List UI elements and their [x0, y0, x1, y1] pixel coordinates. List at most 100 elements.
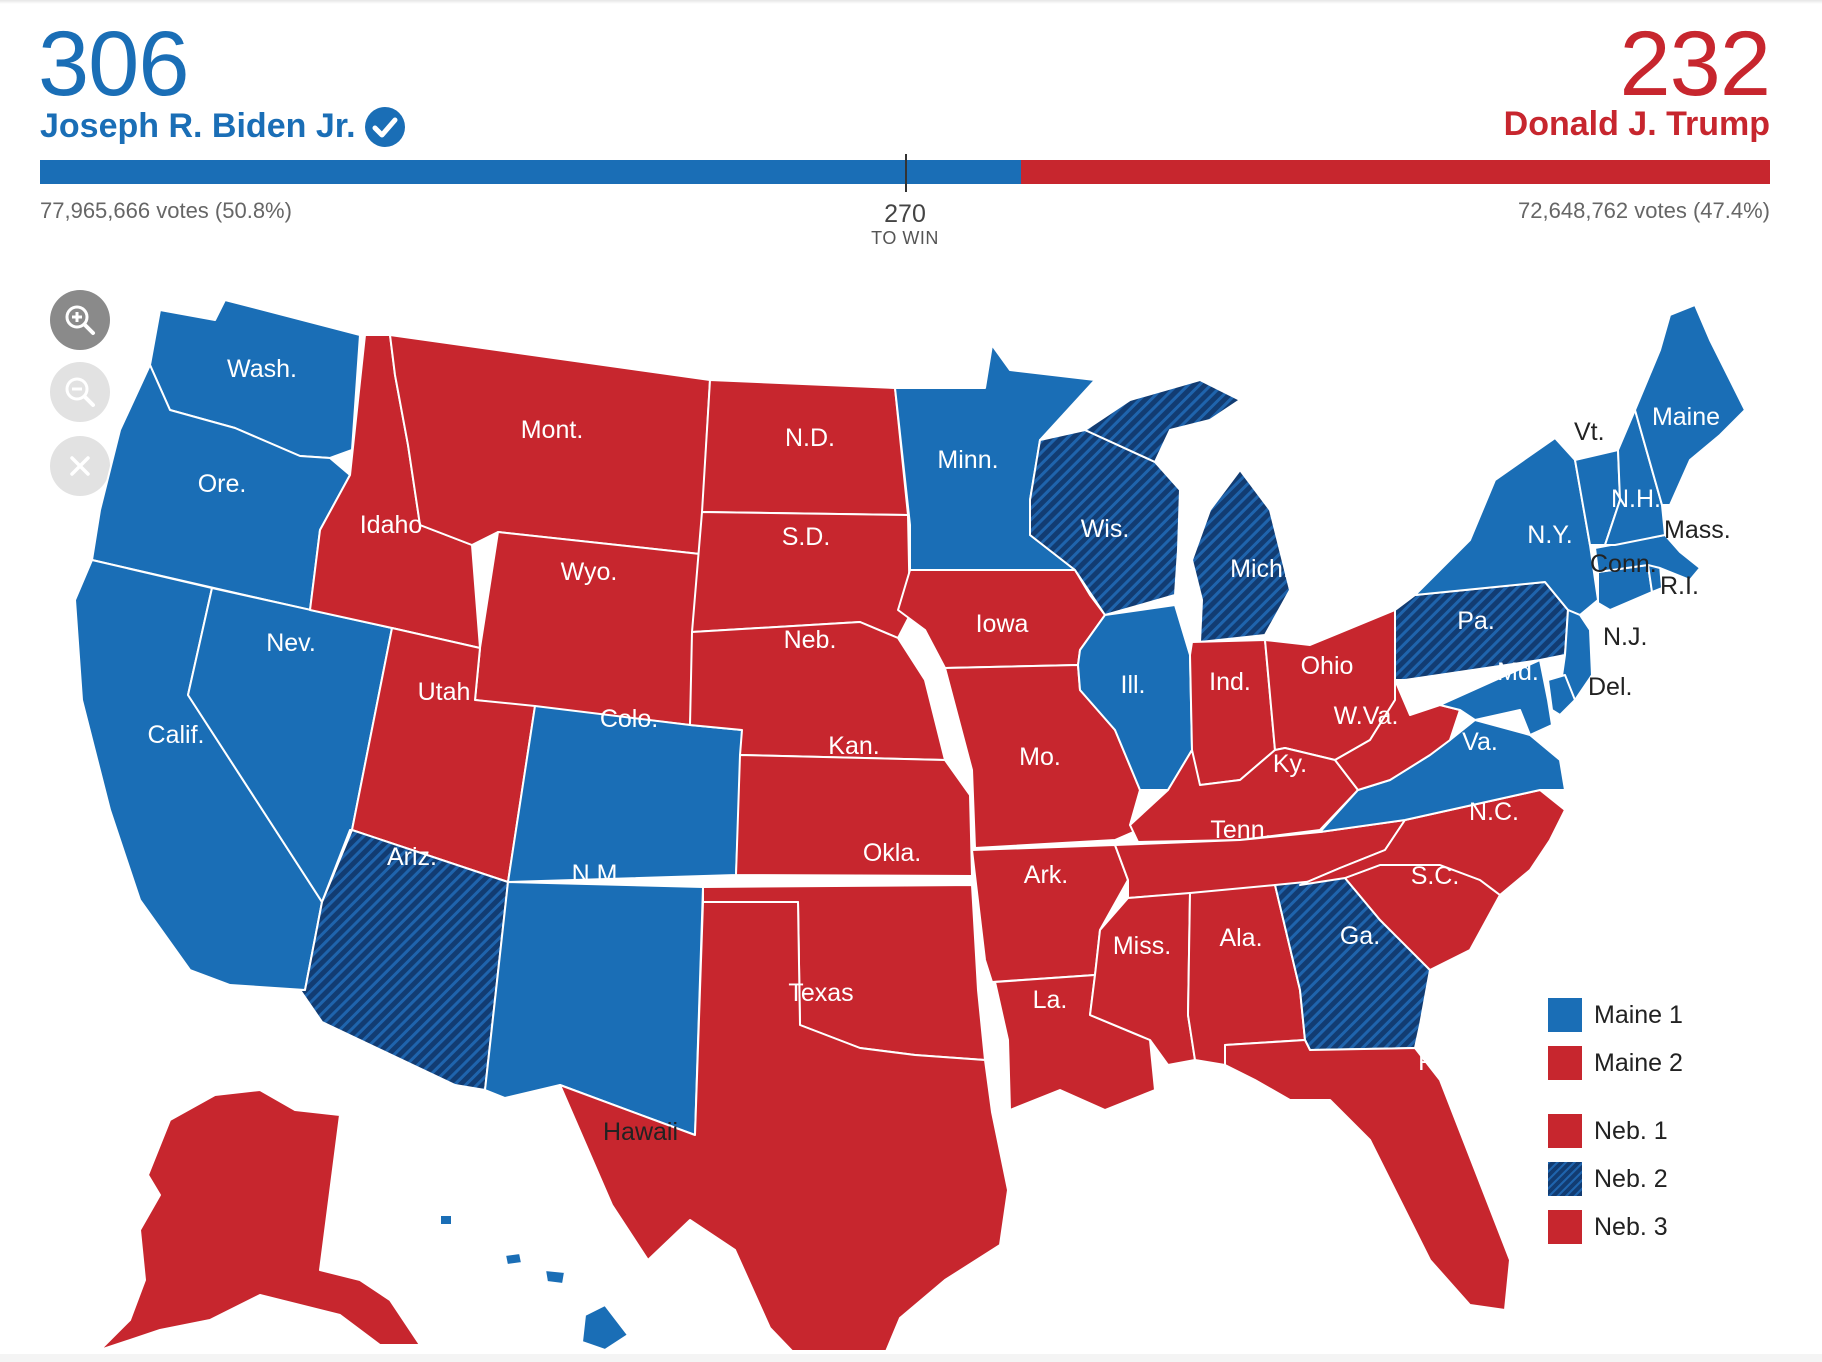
state-label-la: La.: [1033, 986, 1068, 1014]
rep-popular-votes: 72,648,762 votes (47.4%): [1518, 198, 1770, 223]
to-win-marker: [905, 154, 907, 192]
state-label-nj: N.J.: [1603, 623, 1647, 651]
state-label-nd: N.D.: [785, 424, 835, 452]
state-label-ne: Neb.: [784, 626, 837, 654]
state-label-id: Idaho: [360, 511, 423, 539]
legend-label: Neb. 1: [1594, 1116, 1668, 1145]
state-label-ky: Ky.: [1273, 750, 1307, 778]
state-label-sc: S.C.: [1411, 862, 1460, 890]
state-label-or: Ore.: [198, 470, 247, 498]
state-label-ut: Utah: [418, 678, 471, 706]
rep-candidate-name: Donald J. Trump: [1503, 105, 1770, 143]
state-label-md: Md.: [1497, 658, 1539, 686]
state-label-ia: Iowa: [976, 610, 1029, 638]
state-label-va: Va.: [1462, 728, 1498, 756]
state-label-al: Ala.: [1219, 924, 1262, 952]
state-label-mt: Mont.: [521, 416, 584, 444]
to-win-label: TO WIN: [871, 228, 939, 248]
state-label-mn: Minn.: [937, 446, 998, 474]
zoom-in-icon: [65, 305, 95, 335]
winner-check-icon: [364, 107, 405, 147]
state-label-tn: Tenn.: [1210, 816, 1271, 844]
state-label-az: Ariz.: [387, 843, 437, 871]
state-label-il: Ill.: [1121, 671, 1146, 699]
state-ks[interactable]: [735, 754, 973, 877]
state-label-ga: Ga.: [1340, 922, 1380, 950]
state-label-sd: S.D.: [782, 523, 831, 551]
state-label-hi: Hawaii: [603, 1118, 678, 1146]
legend-item-neb-1: Neb. 1: [1548, 1114, 1668, 1148]
state-label-tx: Texas: [788, 979, 853, 1007]
legend-label: Maine 1: [1594, 1000, 1683, 1029]
dem-electoral-votes: 306: [38, 13, 189, 115]
zoom-out-icon: [65, 377, 95, 407]
legend-label: Neb. 2: [1594, 1164, 1668, 1193]
state-label-me: Maine: [1652, 403, 1720, 431]
state-label-ma: Mass.: [1664, 516, 1731, 544]
state-label-nv: Nev.: [266, 629, 316, 657]
state-ak[interactable]: [99, 1089, 421, 1350]
state-label-mi: Mich.: [1230, 555, 1290, 583]
dem-candidate: Joseph R. Biden Jr.: [40, 106, 406, 148]
zoom-in-button[interactable]: [50, 290, 110, 350]
state-label-oh: Ohio: [1301, 652, 1354, 680]
state-label-ct: Conn.: [1590, 550, 1657, 578]
state-il[interactable]: [1077, 604, 1193, 791]
state-tx[interactable]: [559, 901, 1009, 1350]
close-icon: [70, 456, 90, 476]
rep-electoral-votes: 232: [1619, 13, 1771, 115]
top-shadow: [0, 0, 1822, 4]
state-label-wa: Wash.: [227, 355, 297, 383]
legend-item-neb-3: Neb. 3: [1548, 1210, 1668, 1244]
us-electoral-map: Wash. Ore. Calif. Nev. Idaho Mont. Wyo. Utah Col…: [74, 299, 1746, 1350]
state-ma[interactable]: [1594, 534, 1701, 581]
electoral-vote-bar: [40, 154, 1770, 192]
state-label-ak: Alaska: [208, 1056, 283, 1084]
legend-label: Neb. 3: [1594, 1212, 1668, 1241]
legend-swatch: [1548, 998, 1582, 1032]
state-label-wv: W.Va.: [1334, 702, 1399, 730]
state-md[interactable]: [1439, 659, 1553, 736]
legend-swatch: [1548, 1046, 1582, 1080]
state-label-vt: Vt.: [1574, 418, 1605, 446]
state-label-wi: Wis.: [1081, 515, 1130, 543]
state-label-ny: N.Y.: [1527, 521, 1572, 549]
to-win-number: 270: [884, 200, 926, 228]
legend-item-maine-1: Maine 1: [1548, 998, 1683, 1032]
state-label-de: Del.: [1588, 673, 1632, 701]
state-me[interactable]: [1634, 304, 1746, 506]
legend-swatch: [1548, 1114, 1582, 1148]
state-mt[interactable]: [389, 334, 711, 555]
state-de[interactable]: [1547, 674, 1576, 716]
state-nj[interactable]: [1559, 609, 1593, 701]
state-label-in: Ind.: [1209, 668, 1251, 696]
dem-bar-segment: [40, 160, 1021, 184]
dem-candidate-name: Joseph R. Biden Jr.: [40, 107, 356, 146]
state-label-nc: N.C.: [1469, 798, 1519, 826]
state-label-ri: R.I.: [1660, 572, 1699, 600]
state-label-ok: Okla.: [863, 839, 921, 867]
state-label-ca: Calif.: [148, 721, 205, 749]
state-label-nm: N.M.: [572, 860, 625, 888]
state-label-wy: Wyo.: [561, 558, 618, 586]
state-label-ks: Kan.: [828, 732, 879, 760]
legend-swatch: [1548, 1162, 1582, 1196]
rep-bar-segment: [1020, 160, 1770, 184]
state-hi[interactable]: [439, 1214, 629, 1350]
state-label-ms: Miss.: [1113, 932, 1171, 960]
state-label-pa: Pa.: [1457, 607, 1495, 635]
legend-item-neb-2: Neb. 2: [1548, 1162, 1668, 1196]
state-fl[interactable]: [1224, 1039, 1511, 1311]
state-label-co: Colo.: [600, 705, 658, 733]
state-label-mo: Mo.: [1019, 743, 1061, 771]
state-label-fl: Fla.: [1418, 1048, 1460, 1076]
dem-popular-votes: 77,965,666 votes (50.8%): [40, 198, 292, 223]
state-wv[interactable]: [1334, 679, 1461, 791]
legend-item-maine-2: Maine 2: [1548, 1046, 1683, 1080]
state-mi[interactable]: [1084, 379, 1291, 643]
state-label-ar: Ark.: [1024, 861, 1068, 889]
legend-label: Maine 2: [1594, 1048, 1683, 1077]
reset-map-button[interactable]: [50, 436, 110, 496]
state-label-nh: N.H.: [1611, 485, 1661, 513]
zoom-out-button[interactable]: [50, 362, 110, 422]
